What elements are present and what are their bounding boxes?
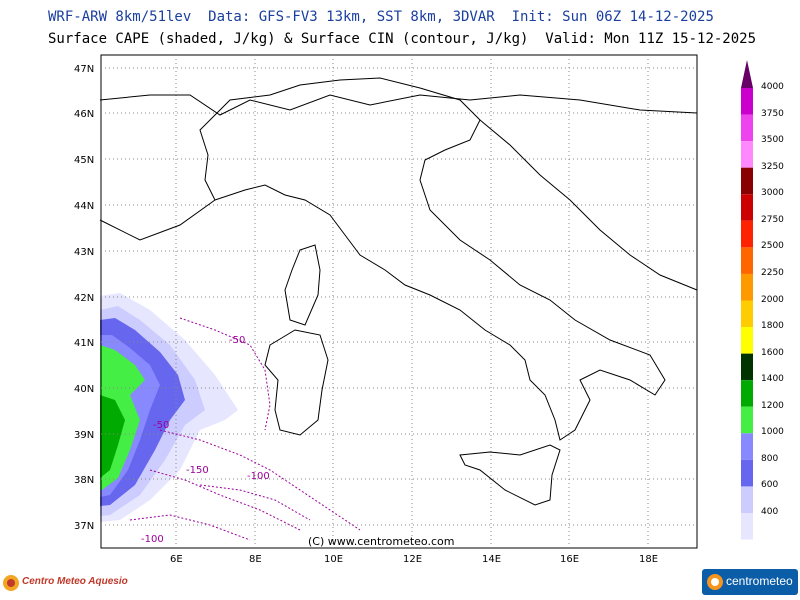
alps-border	[99, 94, 698, 116]
colorbar-swatch	[741, 220, 753, 248]
cin-contours	[129, 317, 361, 541]
lon-label: 8E	[249, 554, 262, 565]
lon-label: 16E	[560, 554, 579, 565]
colorbar-label: 2250	[761, 267, 784, 278]
centrometeo-logo: centrometeo	[702, 569, 798, 595]
cin-label: -100	[141, 534, 164, 545]
france-coast	[99, 199, 216, 241]
colorbar-label: 1200	[761, 400, 784, 411]
map-frame	[100, 54, 698, 549]
colorbar-label: 800	[761, 453, 779, 464]
sardinia-coast	[264, 329, 329, 436]
colorbar-label: 400	[761, 507, 779, 517]
colorbar-swatch	[741, 486, 753, 513]
lat-label: 43N	[74, 247, 94, 258]
logo-icon	[3, 575, 19, 591]
lat-label: 41N	[74, 338, 94, 349]
lon-label: 18E	[639, 554, 658, 565]
colorbar-swatch	[741, 406, 753, 434]
lon-axis-labels: 6E 8E 10E 12E 14E 16E 18E	[170, 554, 658, 565]
colorbar-swatch	[741, 380, 753, 407]
cape-shading	[100, 293, 238, 522]
cin-label: -50	[229, 335, 245, 346]
lat-label: 37N	[74, 521, 94, 532]
lat-axis-labels: 47N 46N 45N 44N 43N 42N 41N 40N 39N 38N …	[74, 64, 94, 532]
colorbar-swatch	[741, 273, 753, 301]
graticule	[101, 55, 697, 548]
colorbar-swatch	[741, 167, 753, 195]
globe-icon	[707, 574, 723, 590]
cin-label-group: -50 -50 -150 -100 -100	[141, 335, 270, 545]
colorbar-label: 3500	[761, 135, 784, 146]
colorbar-label: 3000	[761, 188, 784, 199]
copyright-text: (C) www.centrometeo.com	[308, 535, 455, 548]
italy-coast	[199, 77, 666, 441]
lat-label: 44N	[74, 201, 94, 212]
lat-label: 46N	[74, 109, 94, 120]
lat-label: 45N	[74, 155, 94, 166]
lon-label: 10E	[324, 554, 343, 565]
colorbar-label: 2000	[761, 294, 784, 305]
aquesio-logo-text: Centro Meteo Aquesio	[22, 576, 128, 587]
lat-label: 39N	[74, 430, 94, 441]
colorbar-swatch	[741, 327, 753, 354]
cin-label: -50	[153, 420, 169, 431]
lon-label: 12E	[403, 554, 422, 565]
lat-label: 47N	[74, 64, 94, 75]
model-info-title: WRF-ARW 8km/51lev Data: GFS-FV3 13km, SS…	[48, 9, 714, 25]
colorbar-swatch	[741, 194, 753, 221]
colorbar-label: 2750	[761, 214, 784, 225]
colorbar-label: 2500	[761, 241, 784, 252]
colorbar-swatch	[741, 141, 753, 168]
corsica-coast	[284, 244, 321, 326]
colorbar-swatch	[741, 300, 753, 328]
colorbar-swatch	[741, 88, 753, 115]
field-valid-title: Surface CAPE (shaded, J/kg) & Surface CI…	[48, 31, 757, 47]
colorbar-swatch	[741, 114, 753, 142]
colorbar-label: 600	[761, 480, 779, 491]
lat-label: 40N	[74, 384, 94, 395]
lat-label: 42N	[74, 293, 94, 304]
colorbar-label: 1600	[761, 347, 784, 358]
colorbar-swatch	[741, 433, 753, 460]
colorbar-label: 3750	[761, 108, 784, 119]
colorbar-label: 1800	[761, 321, 784, 332]
colorbar-label: 3250	[761, 161, 784, 172]
colorbar-label: 1000	[761, 427, 784, 438]
colorbar-swatch	[741, 513, 753, 540]
colorbar-swatch	[741, 459, 753, 487]
balkan-coast	[479, 119, 698, 291]
colorbar-label: 4000	[761, 82, 784, 92]
cape-1400-area	[100, 395, 125, 478]
cin-label: -150	[186, 465, 209, 476]
lon-label: 6E	[170, 554, 183, 565]
coastlines	[99, 77, 698, 506]
colorbar-swatch	[741, 353, 753, 381]
cape-colorbar	[741, 60, 753, 540]
colorbar-label: 1400	[761, 374, 784, 385]
sicily-coast	[459, 444, 561, 506]
aquesio-logo: Centro Meteo Aquesio	[2, 570, 128, 598]
lat-label: 38N	[74, 475, 94, 486]
lon-label: 14E	[482, 554, 501, 565]
centrometeo-logo-text: centrometeo	[726, 574, 793, 588]
cin-label: -100	[247, 471, 270, 482]
colorbar-top-arrow	[741, 60, 753, 88]
colorbar-swatch	[741, 247, 753, 274]
